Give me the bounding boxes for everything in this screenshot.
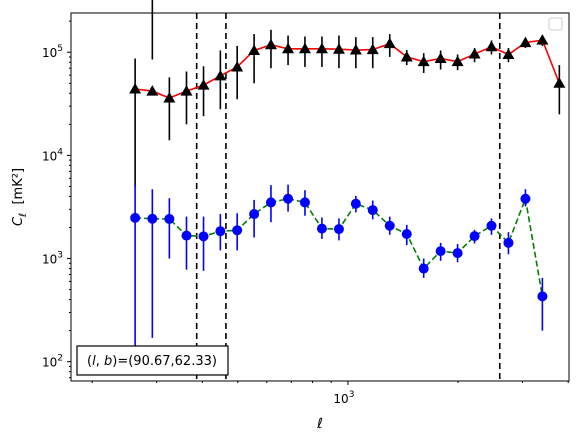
y-tick-label: 102 bbox=[42, 354, 63, 370]
series-1-point bbox=[129, 83, 142, 94]
series-1-point bbox=[400, 50, 413, 62]
series-2-point bbox=[265, 197, 276, 208]
y-axis-label-text: Cℓ [mK²] bbox=[11, 168, 29, 226]
series-1-point bbox=[383, 37, 396, 49]
series-2-point bbox=[147, 213, 158, 224]
series-1-point bbox=[553, 77, 566, 88]
y-axis-label: Cℓ [mK²] bbox=[11, 168, 29, 226]
series-1-point bbox=[468, 48, 481, 59]
series-1-point bbox=[163, 91, 176, 103]
series-2-point bbox=[232, 225, 243, 236]
series-2-point bbox=[316, 223, 327, 234]
series-2-point bbox=[350, 198, 361, 209]
series-2-point bbox=[181, 230, 192, 241]
series-2-point bbox=[367, 205, 378, 216]
series-1-point bbox=[536, 34, 549, 45]
x-axis-label: ℓ bbox=[316, 416, 323, 432]
series-1-point bbox=[519, 36, 532, 48]
series-2-point bbox=[164, 213, 175, 224]
series-1-point bbox=[332, 43, 345, 54]
series-1-point bbox=[146, 85, 159, 96]
series-2-point bbox=[469, 231, 480, 242]
annotation-text: (l, b)=(90.67,62.33) bbox=[87, 354, 217, 369]
y-tick-label: 105 bbox=[42, 44, 63, 60]
plot-content bbox=[129, 0, 566, 381]
series-2-point bbox=[283, 193, 294, 204]
series-2-point bbox=[537, 291, 548, 302]
y-tick-label: 104 bbox=[42, 147, 63, 163]
x-tick-label: 103 bbox=[333, 390, 354, 406]
series-1-point bbox=[417, 55, 430, 67]
annotation-box: (l, b)=(90.67,62.33) bbox=[76, 345, 229, 376]
series-1-point bbox=[197, 79, 210, 90]
series-2-point bbox=[486, 220, 497, 231]
series-2-point bbox=[384, 220, 395, 231]
series-1-point bbox=[231, 60, 244, 72]
series-1-point bbox=[349, 44, 362, 55]
series-2-point bbox=[215, 226, 226, 237]
series-1-point bbox=[248, 44, 261, 55]
series-1-point bbox=[366, 43, 379, 55]
series-2-point bbox=[198, 231, 209, 242]
series-2-point bbox=[333, 224, 344, 235]
series-2-point bbox=[520, 193, 531, 204]
series-2-point bbox=[299, 197, 310, 208]
series-1-point bbox=[298, 42, 311, 54]
annotation-frame bbox=[76, 345, 229, 376]
series-1-point bbox=[214, 69, 227, 81]
legend-box bbox=[548, 17, 563, 31]
series-1-point bbox=[502, 48, 515, 60]
y-tick-label: 103 bbox=[42, 251, 63, 267]
series-1-point bbox=[264, 38, 277, 50]
series-1-point bbox=[485, 40, 498, 52]
series-2-point bbox=[452, 248, 463, 259]
series-1-point bbox=[451, 55, 464, 67]
series-1-point bbox=[282, 42, 295, 54]
series-2-point bbox=[249, 209, 260, 220]
series-2-point bbox=[401, 228, 412, 239]
plot-frame bbox=[70, 12, 570, 382]
series-1-point bbox=[434, 52, 447, 63]
series-1-point bbox=[180, 85, 193, 96]
y-axis-ticks: 102 103 104 105 bbox=[42, 20, 71, 379]
series-2-point bbox=[435, 246, 446, 257]
series-2-point bbox=[130, 212, 141, 223]
series-2-point bbox=[503, 237, 514, 248]
x-axis-ticks: 103 bbox=[91, 381, 569, 406]
series-1-point bbox=[315, 42, 328, 54]
series-2-point bbox=[418, 263, 429, 274]
